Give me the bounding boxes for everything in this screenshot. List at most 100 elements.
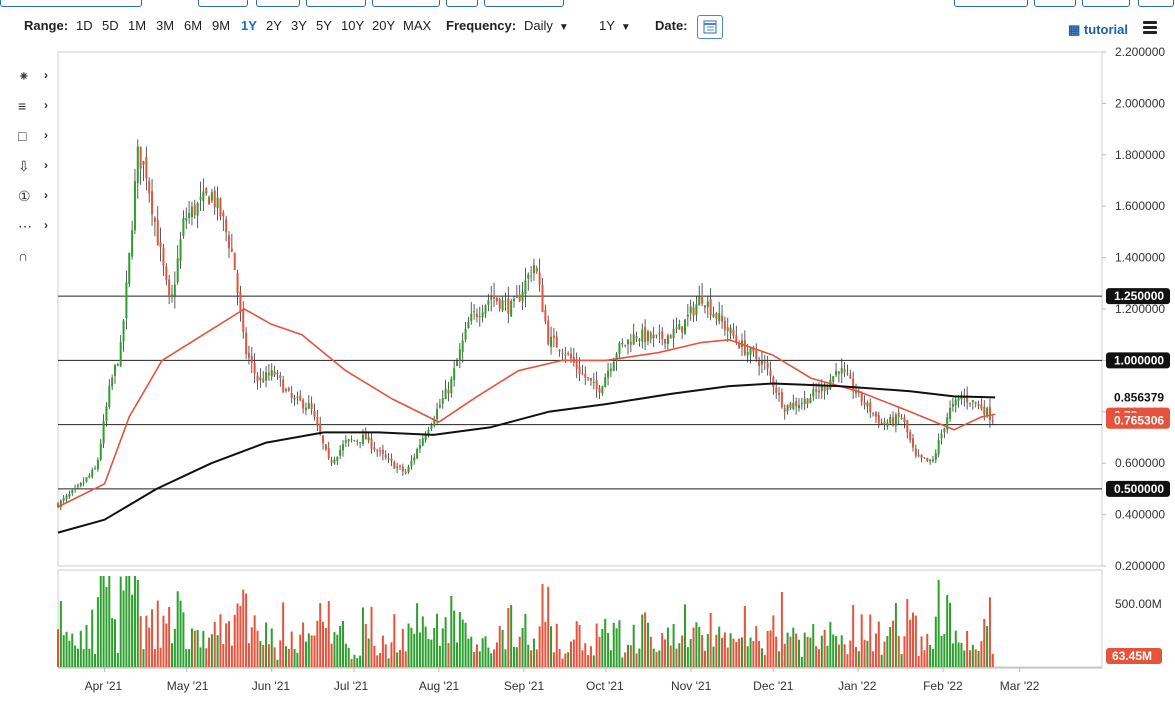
volume-bar <box>909 619 912 667</box>
range-5d[interactable]: 5D <box>102 18 119 33</box>
candle-body <box>444 388 447 399</box>
candle-body <box>344 440 347 443</box>
candle <box>165 263 168 286</box>
volume-bar <box>552 652 555 667</box>
symbol-field[interactable] <box>0 0 142 7</box>
volume-bar <box>584 643 587 667</box>
date-picker-button[interactable] <box>697 15 723 39</box>
candle-body <box>71 490 74 494</box>
candle-body <box>438 404 441 408</box>
range-5y[interactable]: 5Y <box>316 18 332 33</box>
candle-body <box>182 217 185 236</box>
range-1m[interactable]: 1M <box>128 18 147 33</box>
candle <box>333 456 336 465</box>
y-tick-label: 2.000000 <box>1115 96 1165 110</box>
candle <box>108 379 111 409</box>
range-1d[interactable]: 1D <box>76 18 93 33</box>
candle-body <box>259 377 262 381</box>
candle-body <box>575 360 578 369</box>
menu-icon[interactable] <box>1143 21 1157 36</box>
volume-bar <box>949 602 952 667</box>
volume-bar <box>743 605 746 667</box>
volume-bar <box>943 634 946 667</box>
volume-bar <box>607 632 610 667</box>
volume-bar <box>148 627 151 667</box>
volume-bar <box>595 623 598 667</box>
volume-bar <box>233 614 236 667</box>
volume-bar <box>829 622 832 667</box>
top-button[interactable] <box>446 0 478 7</box>
chevron-right-icon: › <box>44 68 48 82</box>
range-6m[interactable]: 6M <box>184 18 203 33</box>
volume-bar <box>732 638 735 667</box>
candle <box>182 210 185 239</box>
volume-bar <box>823 629 826 667</box>
tutorial-label: tutorial <box>1083 22 1128 37</box>
candle <box>686 304 689 327</box>
chevron-down-icon: ▼ <box>620 22 631 33</box>
crosshair-tool[interactable]: ⁕ › <box>14 66 58 90</box>
volume-bar <box>746 646 749 667</box>
shape-tool[interactable]: □ › <box>14 126 58 150</box>
candle-body <box>62 498 65 501</box>
volume-bar <box>666 627 669 667</box>
top-button[interactable] <box>1034 0 1076 7</box>
range-2y[interactable]: 2Y <box>266 18 282 33</box>
top-button[interactable] <box>1082 0 1130 7</box>
top-button[interactable] <box>306 0 366 7</box>
candle <box>390 453 393 467</box>
fib-tool[interactable]: ≡ › <box>14 96 58 120</box>
volume-bar <box>456 642 458 667</box>
magnet-tool[interactable]: ∩ <box>14 246 58 270</box>
top-button[interactable] <box>372 0 440 7</box>
pitchfork-tool[interactable]: ⋯ › <box>14 216 58 240</box>
top-button[interactable] <box>954 0 1028 7</box>
volume-bar <box>376 655 379 667</box>
candle-body <box>937 440 940 455</box>
candle-body <box>874 412 877 417</box>
candle <box>903 414 906 429</box>
range-1y[interactable]: 1Y <box>241 18 257 33</box>
tutorial-link[interactable]: ▦ tutorial <box>1068 22 1128 38</box>
candle-body <box>604 376 607 388</box>
candle-body <box>416 449 419 459</box>
candle-body <box>310 403 313 410</box>
volume-bar <box>889 627 892 667</box>
candle <box>778 387 781 402</box>
candle-body <box>843 369 846 372</box>
top-button[interactable] <box>1138 0 1174 7</box>
candle-body <box>766 362 769 369</box>
top-button[interactable] <box>198 0 248 7</box>
top-button[interactable] <box>484 0 564 7</box>
volume-bar <box>199 647 202 667</box>
candle-body <box>655 334 658 336</box>
candle <box>555 331 558 348</box>
candle <box>461 332 464 363</box>
volume-bar <box>179 600 182 667</box>
volume-bar <box>68 640 71 667</box>
range-10y[interactable]: 10Y <box>341 18 365 33</box>
candle <box>370 432 373 454</box>
label-tool[interactable]: ① › <box>14 186 58 210</box>
volume-bar <box>532 638 535 667</box>
candle-body <box>524 280 527 295</box>
volume-bar <box>778 651 781 667</box>
candle-body <box>333 459 336 464</box>
arrow-tool[interactable]: ⇩ › <box>14 156 58 180</box>
range-9m[interactable]: 9M <box>212 18 231 33</box>
volume-bar <box>703 650 706 667</box>
candle <box>715 312 718 326</box>
top-button[interactable] <box>256 0 300 7</box>
range-3m[interactable]: 3M <box>156 18 175 33</box>
range-max[interactable]: MAX <box>403 18 432 33</box>
period-select[interactable]: 1Y ▼ <box>599 18 631 33</box>
frequency-select[interactable]: Daily ▼ <box>524 18 569 33</box>
volume-bar <box>438 645 441 667</box>
volume-bar <box>877 621 880 667</box>
range-3y[interactable]: 3Y <box>291 18 307 33</box>
range-20y[interactable]: 20Y <box>372 18 396 33</box>
candle <box>356 439 359 446</box>
candle-body <box>769 370 772 377</box>
volume-bar <box>527 644 530 667</box>
